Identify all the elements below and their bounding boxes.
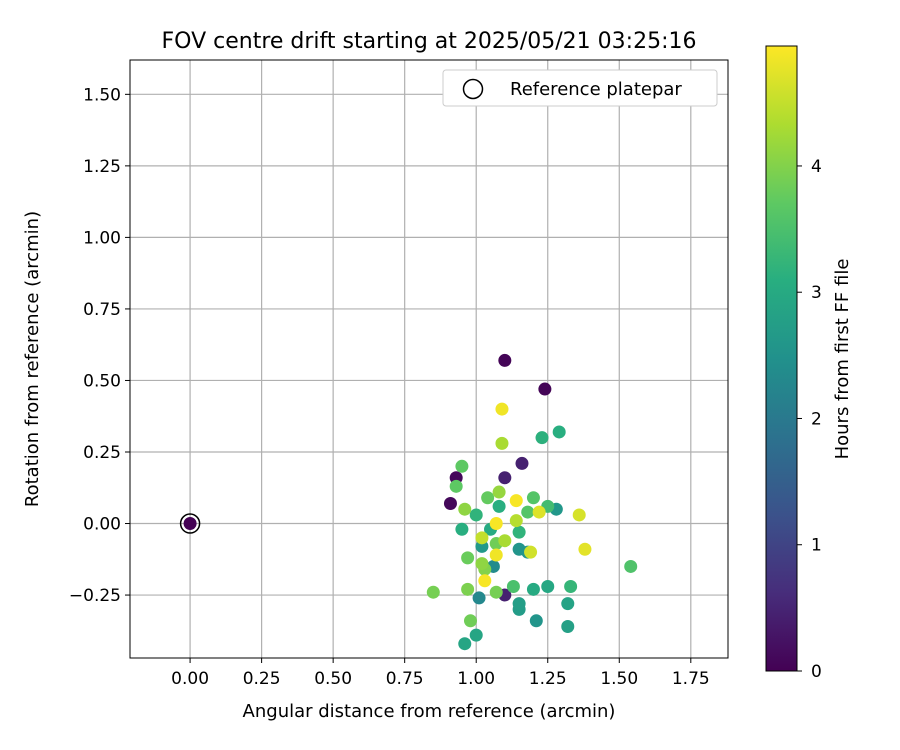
data-point [489, 585, 503, 599]
data-point [521, 505, 535, 519]
x-axis-label: Angular distance from reference (arcmin) [243, 701, 616, 722]
data-point [561, 620, 575, 634]
x-axis-ticks: 0.00 0.25 0.50 0.75 1.00 1.25 1.50 1.75 [171, 658, 710, 689]
data-point [492, 499, 506, 513]
data-point [624, 559, 638, 573]
data-point [495, 402, 509, 416]
data-point [461, 582, 475, 596]
y-axis-ticks: −0.25 0.00 0.25 0.50 0.75 1.00 1.25 1.50 [69, 85, 130, 606]
data-point [538, 382, 552, 396]
data-point [506, 579, 520, 593]
data-point [509, 494, 523, 508]
data-point [461, 551, 475, 565]
colorbar-tick-label: 0 [811, 662, 822, 682]
data-point [512, 525, 526, 539]
y-tick-label: 0.00 [83, 515, 121, 535]
plot-frame [129, 59, 729, 659]
x-tick-label: 1.00 [457, 669, 495, 689]
data-point [578, 542, 592, 556]
y-axis-label: Rotation from reference (arcmin) [22, 211, 43, 507]
colorbar-gradient [765, 45, 798, 672]
data-point [449, 479, 463, 493]
x-tick-label: 1.50 [600, 669, 638, 689]
data-point [529, 614, 543, 628]
data-point [426, 585, 440, 599]
reference-ring [179, 513, 201, 534]
y-tick-label: 1.25 [83, 157, 121, 177]
grid [130, 60, 728, 658]
x-tick-label: 0.00 [171, 669, 209, 689]
data-point [458, 637, 472, 651]
colorbar-tick-label: 2 [811, 409, 822, 429]
y-tick-label: 0.50 [83, 371, 121, 391]
colorbar: 0 1 2 3 4 Hours from first FF file [765, 45, 853, 682]
legend-label: Reference platepar [510, 79, 682, 100]
colorbar-ticks: 0 1 2 3 4 [797, 157, 822, 682]
data-point [572, 508, 586, 522]
data-point [455, 522, 469, 536]
data-point [498, 471, 512, 485]
data-points [179, 353, 638, 651]
data-point [455, 459, 469, 473]
data-point [475, 531, 489, 545]
x-tick-label: 0.25 [243, 669, 281, 689]
x-tick-label: 0.50 [314, 669, 352, 689]
colorbar-label: Hours from first FF file [832, 259, 853, 460]
data-point [495, 436, 509, 450]
data-point [492, 485, 506, 499]
x-tick-label: 1.25 [529, 669, 567, 689]
data-point [498, 534, 512, 548]
data-point [526, 491, 540, 505]
data-point [443, 496, 457, 510]
data-point [472, 591, 486, 605]
colorbar-tick-label: 3 [811, 283, 822, 303]
data-point [481, 491, 495, 505]
y-tick-label: −0.25 [69, 586, 121, 606]
legend-box [442, 69, 718, 107]
x-tick-label: 1.75 [672, 669, 710, 689]
data-point [475, 557, 489, 571]
data-point [489, 548, 503, 562]
legend: Reference platepar [442, 69, 718, 107]
data-point [512, 597, 526, 611]
data-point [564, 579, 578, 593]
y-tick-label: 0.25 [83, 443, 121, 463]
colorbar-tick-label: 1 [811, 536, 822, 556]
data-point [469, 508, 483, 522]
y-tick-label: 0.75 [83, 300, 121, 320]
data-point [526, 582, 540, 596]
legend-marker [462, 78, 484, 100]
reference-point [183, 517, 197, 531]
data-point [469, 628, 483, 642]
data-point [532, 505, 546, 519]
data-point [463, 614, 477, 628]
data-point [535, 431, 549, 445]
data-point [458, 502, 472, 516]
data-point [524, 545, 538, 559]
data-point [478, 574, 492, 588]
data-point [498, 353, 512, 367]
data-point [561, 597, 575, 611]
chart-title: FOV centre drift starting at 2025/05/21 … [162, 29, 697, 54]
data-point [509, 514, 523, 528]
colorbar-tick-label: 4 [811, 157, 822, 177]
y-tick-label: 1.50 [83, 85, 121, 105]
y-tick-label: 1.00 [83, 228, 121, 248]
data-point [489, 517, 503, 531]
data-point [515, 456, 529, 470]
x-tick-label: 0.75 [386, 669, 424, 689]
data-point [541, 579, 555, 593]
data-point [552, 425, 566, 439]
